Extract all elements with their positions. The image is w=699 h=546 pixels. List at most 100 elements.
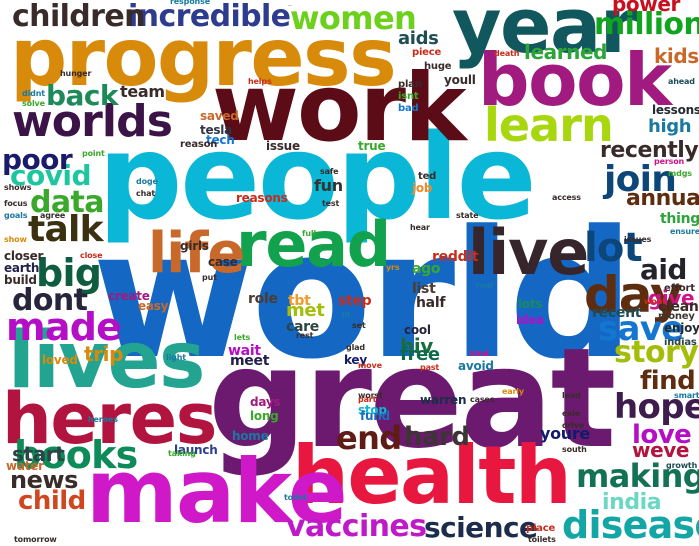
word: set xyxy=(352,321,366,330)
word: state xyxy=(456,211,479,220)
word: back xyxy=(46,79,118,112)
word: kids xyxy=(654,44,699,68)
word: meet xyxy=(230,353,270,369)
word: close xyxy=(80,251,103,260)
word: effort xyxy=(664,283,695,294)
word: hunger xyxy=(60,69,92,78)
word: books xyxy=(14,433,138,477)
word: idea xyxy=(516,313,544,327)
word: early xyxy=(502,387,524,396)
word: south xyxy=(562,445,587,454)
word: earth xyxy=(4,261,40,275)
word: hear xyxy=(410,223,430,232)
word: girls xyxy=(180,239,209,253)
word: youll xyxy=(444,73,476,87)
word: children xyxy=(12,0,145,34)
word: didnt xyxy=(22,89,45,98)
word: free xyxy=(400,344,440,365)
word: drive xyxy=(562,421,585,430)
word: part xyxy=(358,395,377,404)
word: mdgs xyxy=(668,169,692,178)
word: huge xyxy=(424,61,452,72)
word: piece xyxy=(412,47,442,58)
word: met xyxy=(286,300,325,321)
word: read xyxy=(236,208,391,281)
word: glad xyxy=(346,343,365,352)
word: reason xyxy=(180,139,218,150)
word: covid xyxy=(10,159,91,192)
word: youre xyxy=(540,424,590,443)
word: india xyxy=(602,490,662,515)
word: life xyxy=(148,221,245,286)
word: enjoy xyxy=(664,321,699,335)
word: lessons xyxy=(652,103,699,117)
word: launch xyxy=(174,443,218,457)
word: list xyxy=(412,281,436,297)
word: recent xyxy=(592,305,642,321)
word: recently xyxy=(600,138,699,163)
word: story xyxy=(614,335,699,370)
word: lots xyxy=(518,297,543,311)
word: easy xyxy=(138,299,169,313)
word: long xyxy=(250,409,279,423)
word: issue xyxy=(266,139,300,153)
word: issues xyxy=(624,235,652,244)
word: place xyxy=(526,523,556,534)
word: move xyxy=(358,361,382,370)
word: weve xyxy=(632,438,690,462)
word: money xyxy=(658,311,695,322)
word: solve xyxy=(22,99,45,108)
word: year xyxy=(452,0,637,70)
word: job xyxy=(412,181,433,195)
word: point xyxy=(82,149,105,158)
word: taking xyxy=(168,449,196,458)
word: world xyxy=(92,193,635,398)
word: love xyxy=(632,420,692,450)
word: role xyxy=(248,291,278,307)
word: clean xyxy=(658,299,699,315)
word: progress xyxy=(10,11,397,104)
word: ill xyxy=(342,311,350,320)
word: wont xyxy=(644,297,666,306)
word: full xyxy=(302,229,317,238)
word: incredible xyxy=(128,0,291,34)
word: great xyxy=(208,318,616,479)
word: stop xyxy=(358,403,387,417)
word: making xyxy=(576,457,699,495)
word: home xyxy=(232,429,269,443)
word: annual xyxy=(626,186,699,211)
word: lets xyxy=(234,333,251,342)
word: test xyxy=(322,199,340,208)
word: fun xyxy=(314,176,343,195)
word: learned xyxy=(524,40,608,64)
word: tech xyxy=(206,133,235,147)
word: create xyxy=(108,289,150,303)
word: indias xyxy=(664,337,697,348)
word: save xyxy=(598,309,684,349)
word: lot xyxy=(584,225,643,271)
word: dont xyxy=(12,283,88,318)
word: health xyxy=(292,429,572,522)
word: hope xyxy=(614,387,699,427)
word: worlds xyxy=(12,96,173,147)
word: reasons xyxy=(236,191,288,205)
word: smart xyxy=(674,391,699,400)
word: death xyxy=(494,49,520,58)
word: hard xyxy=(404,422,470,452)
word: chat xyxy=(136,189,156,198)
word: half xyxy=(416,295,446,311)
word: plan xyxy=(398,79,422,90)
word: made xyxy=(6,305,122,349)
word: visit xyxy=(402,332,405,333)
word: safe xyxy=(320,167,339,176)
word: build xyxy=(4,273,37,287)
word: child xyxy=(18,486,86,516)
word: warren xyxy=(420,393,467,407)
word: learn xyxy=(484,98,614,152)
word: loved xyxy=(42,353,78,367)
word: response xyxy=(170,0,210,6)
word: join xyxy=(604,159,677,200)
word: high xyxy=(648,116,692,137)
word: million xyxy=(594,7,699,42)
word: reddit xyxy=(432,249,479,265)
